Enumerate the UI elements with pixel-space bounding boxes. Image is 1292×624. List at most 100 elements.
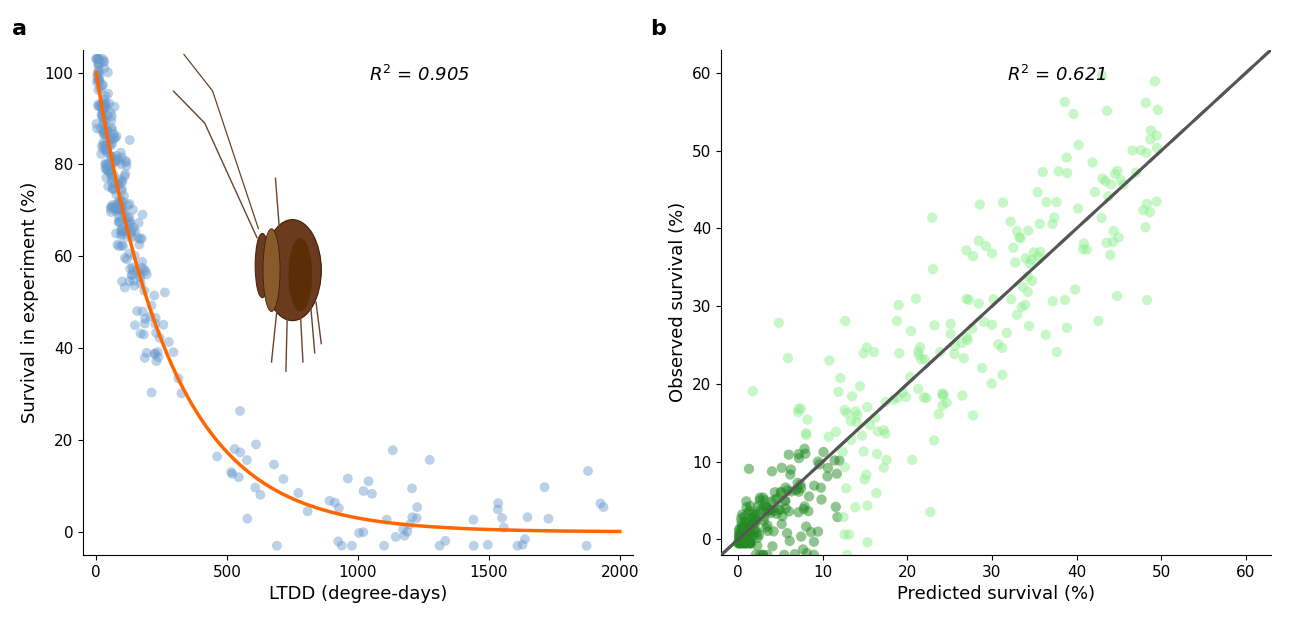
Point — [1107, 166, 1128, 176]
Point — [107, 180, 128, 190]
Point — [974, 317, 995, 327]
Point — [1030, 219, 1050, 229]
Point — [145, 349, 165, 359]
Point — [867, 426, 888, 436]
Point — [109, 241, 129, 251]
Point — [873, 462, 894, 472]
Point — [758, 505, 779, 515]
Point — [429, 541, 450, 551]
Point — [112, 241, 133, 251]
Point — [766, 509, 787, 519]
Point — [796, 430, 817, 440]
Point — [857, 402, 877, 412]
Point — [94, 129, 115, 139]
Point — [88, 101, 109, 111]
Point — [873, 425, 894, 435]
Point — [735, 539, 756, 548]
Point — [729, 530, 749, 540]
Point — [145, 349, 165, 359]
Point — [93, 80, 114, 90]
Point — [102, 111, 123, 121]
Point — [1018, 321, 1039, 331]
Point — [908, 346, 929, 356]
Point — [747, 527, 767, 537]
Point — [106, 132, 127, 142]
Point — [1065, 285, 1085, 295]
Point — [1014, 300, 1035, 310]
Point — [744, 519, 765, 529]
Point — [734, 512, 755, 522]
Point — [788, 507, 809, 517]
Point — [94, 56, 115, 66]
Point — [765, 487, 786, 497]
Point — [757, 526, 778, 536]
Point — [150, 333, 171, 343]
Point — [93, 119, 114, 129]
Point — [222, 469, 243, 479]
Point — [96, 164, 116, 174]
Point — [96, 163, 116, 173]
Point — [120, 228, 141, 238]
Point — [155, 288, 176, 298]
Point — [146, 356, 167, 366]
Point — [848, 410, 868, 420]
Text: $\mathit{R}^2$ = 0.621: $\mathit{R}^2$ = 0.621 — [1008, 65, 1107, 85]
Point — [463, 515, 483, 525]
Point — [755, 512, 775, 522]
Point — [857, 470, 877, 480]
Point — [908, 384, 929, 394]
Point — [96, 98, 116, 108]
Point — [534, 482, 554, 492]
Point — [1018, 226, 1039, 236]
Point — [1136, 222, 1156, 232]
Point — [740, 528, 761, 538]
Point — [110, 175, 130, 185]
Point — [101, 207, 121, 217]
Point — [93, 57, 114, 67]
Point — [110, 195, 130, 205]
Point — [111, 186, 132, 196]
Point — [729, 532, 749, 542]
Point — [739, 539, 760, 548]
X-axis label: Predicted survival (%): Predicted survival (%) — [897, 585, 1096, 603]
Point — [106, 204, 127, 214]
Point — [761, 505, 782, 515]
Point — [729, 525, 749, 535]
Point — [893, 388, 913, 397]
Point — [963, 251, 983, 261]
Point — [819, 356, 840, 366]
Point — [1063, 109, 1084, 119]
Point — [743, 386, 764, 396]
Point — [992, 370, 1013, 380]
Point — [89, 54, 110, 64]
Point — [115, 253, 136, 263]
Point — [154, 319, 174, 329]
Point — [929, 409, 950, 419]
Point — [87, 68, 107, 78]
Point — [90, 84, 111, 94]
Point — [140, 311, 160, 321]
Point — [729, 537, 749, 547]
Point — [118, 200, 138, 210]
Point — [102, 200, 123, 210]
Point — [319, 496, 340, 506]
Point — [136, 266, 156, 276]
Point — [98, 165, 119, 175]
Point — [1032, 167, 1053, 177]
Point — [96, 100, 116, 110]
Point — [512, 540, 532, 550]
Point — [96, 116, 116, 126]
Point — [590, 499, 611, 509]
Point — [132, 306, 152, 316]
Point — [796, 428, 817, 438]
Point — [811, 495, 832, 505]
Point — [866, 488, 886, 498]
Point — [106, 228, 127, 238]
Point — [1003, 243, 1023, 253]
Point — [537, 514, 558, 524]
Point — [901, 373, 921, 383]
Point — [972, 363, 992, 373]
Point — [889, 300, 910, 310]
Point — [94, 160, 115, 170]
Point — [828, 387, 849, 397]
